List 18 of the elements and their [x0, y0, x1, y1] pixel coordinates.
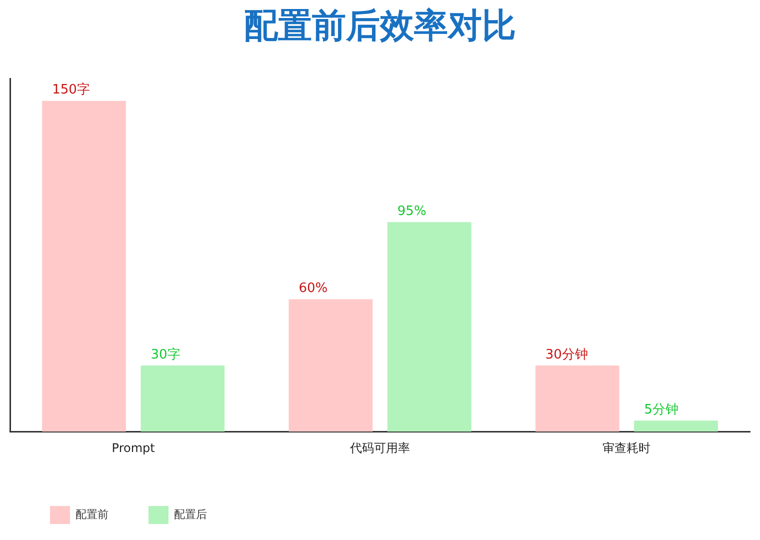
- data-label: 30分钟: [545, 347, 588, 362]
- x-tick-label: 代码可用率: [349, 440, 410, 455]
- data-label: 150字: [52, 82, 90, 98]
- legend-label: 配置前: [76, 508, 108, 521]
- bar: [535, 365, 620, 432]
- data-label: 5分钟: [644, 402, 678, 418]
- bar: [288, 299, 373, 432]
- x-tick-label: Prompt: [112, 440, 156, 455]
- data-label: 30字: [150, 346, 180, 362]
- legend-label: 配置后: [174, 508, 207, 521]
- bar: [140, 365, 225, 432]
- data-label: 60%: [298, 281, 328, 296]
- bar: [387, 222, 472, 432]
- data-label: 95%: [397, 204, 426, 219]
- bar: [634, 420, 718, 432]
- chart-title: 配置前后效率对比: [244, 6, 516, 46]
- bar: [42, 100, 126, 432]
- x-tick-label: 审查耗时: [602, 440, 651, 455]
